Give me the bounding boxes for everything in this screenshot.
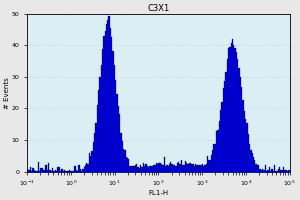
Title: C3X1: C3X1 xyxy=(147,4,170,13)
Y-axis label: # Events: # Events xyxy=(4,77,10,109)
X-axis label: FL1-H: FL1-H xyxy=(148,190,168,196)
